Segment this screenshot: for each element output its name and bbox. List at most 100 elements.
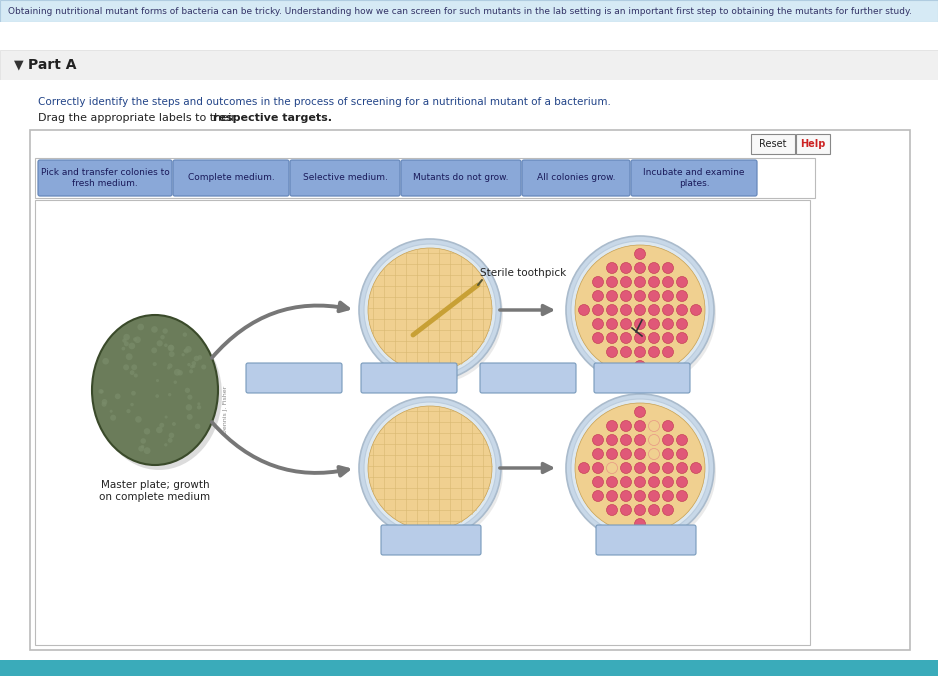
Circle shape — [634, 291, 645, 301]
Circle shape — [566, 236, 714, 384]
Circle shape — [168, 363, 173, 368]
Circle shape — [186, 404, 192, 410]
Circle shape — [102, 358, 109, 364]
Circle shape — [131, 391, 136, 395]
Circle shape — [189, 369, 193, 373]
FancyBboxPatch shape — [290, 160, 400, 196]
Circle shape — [184, 348, 189, 354]
FancyBboxPatch shape — [30, 130, 910, 650]
Circle shape — [621, 262, 631, 274]
Circle shape — [164, 443, 168, 447]
Circle shape — [634, 347, 645, 358]
Circle shape — [101, 399, 107, 405]
Text: Selective medium.: Selective medium. — [303, 174, 387, 183]
Text: Dennis J. Fisher: Dennis J. Fisher — [223, 386, 228, 434]
Circle shape — [607, 304, 617, 316]
Circle shape — [153, 362, 157, 366]
Text: Mutants do not grow.: Mutants do not grow. — [414, 174, 508, 183]
Circle shape — [634, 262, 645, 274]
Circle shape — [676, 333, 688, 343]
Ellipse shape — [363, 402, 503, 542]
Circle shape — [593, 448, 603, 460]
Circle shape — [134, 337, 141, 343]
Circle shape — [593, 333, 603, 343]
Circle shape — [193, 356, 200, 362]
Circle shape — [368, 406, 492, 530]
Circle shape — [634, 249, 645, 260]
Circle shape — [607, 448, 617, 460]
Circle shape — [164, 343, 168, 347]
Circle shape — [676, 291, 688, 301]
Circle shape — [634, 304, 645, 316]
Circle shape — [607, 333, 617, 343]
Circle shape — [634, 435, 645, 445]
FancyBboxPatch shape — [401, 160, 521, 196]
Circle shape — [141, 445, 144, 449]
Circle shape — [662, 333, 673, 343]
Circle shape — [593, 462, 603, 473]
Circle shape — [151, 326, 158, 333]
Circle shape — [607, 491, 617, 502]
Circle shape — [634, 448, 645, 460]
Circle shape — [621, 347, 631, 358]
Circle shape — [168, 438, 173, 443]
Circle shape — [172, 422, 176, 426]
Circle shape — [197, 405, 202, 410]
Circle shape — [607, 262, 617, 274]
Circle shape — [621, 462, 631, 473]
Ellipse shape — [570, 241, 716, 387]
Circle shape — [621, 304, 631, 316]
Circle shape — [634, 276, 645, 287]
Circle shape — [648, 477, 659, 487]
Circle shape — [593, 304, 603, 316]
Circle shape — [662, 347, 673, 358]
Circle shape — [634, 504, 645, 516]
Text: Reset: Reset — [759, 139, 787, 149]
Circle shape — [174, 381, 177, 384]
Circle shape — [662, 420, 673, 431]
Text: Part A: Part A — [28, 58, 77, 72]
Circle shape — [634, 406, 645, 418]
Circle shape — [184, 349, 187, 352]
Circle shape — [131, 364, 137, 370]
Circle shape — [676, 477, 688, 487]
Circle shape — [621, 420, 631, 431]
Circle shape — [168, 393, 172, 396]
Circle shape — [634, 360, 645, 372]
FancyBboxPatch shape — [480, 363, 576, 393]
Circle shape — [621, 276, 631, 287]
Circle shape — [607, 347, 617, 358]
Text: Correctly identify the steps and outcomes in the process of screening for a nutr: Correctly identify the steps and outcome… — [38, 97, 611, 107]
Circle shape — [571, 399, 709, 537]
Circle shape — [135, 416, 142, 422]
FancyBboxPatch shape — [246, 363, 342, 393]
Circle shape — [648, 448, 659, 460]
Circle shape — [662, 262, 673, 274]
FancyBboxPatch shape — [35, 158, 815, 198]
Circle shape — [676, 491, 688, 502]
Circle shape — [126, 354, 132, 360]
Circle shape — [129, 343, 135, 349]
Circle shape — [134, 373, 138, 378]
Circle shape — [138, 445, 144, 452]
Circle shape — [160, 335, 165, 339]
Circle shape — [662, 318, 673, 329]
Circle shape — [195, 424, 201, 429]
Circle shape — [566, 394, 714, 542]
FancyBboxPatch shape — [173, 160, 289, 196]
Circle shape — [648, 291, 659, 301]
Circle shape — [151, 347, 158, 354]
Circle shape — [185, 346, 191, 353]
Circle shape — [648, 262, 659, 274]
Circle shape — [634, 462, 645, 473]
Circle shape — [676, 276, 688, 287]
Circle shape — [110, 414, 116, 420]
Circle shape — [648, 304, 659, 316]
Circle shape — [168, 345, 174, 351]
Circle shape — [676, 304, 688, 316]
Circle shape — [648, 435, 659, 445]
Circle shape — [156, 379, 159, 382]
Circle shape — [164, 416, 168, 418]
Ellipse shape — [96, 320, 222, 470]
FancyBboxPatch shape — [0, 50, 938, 80]
